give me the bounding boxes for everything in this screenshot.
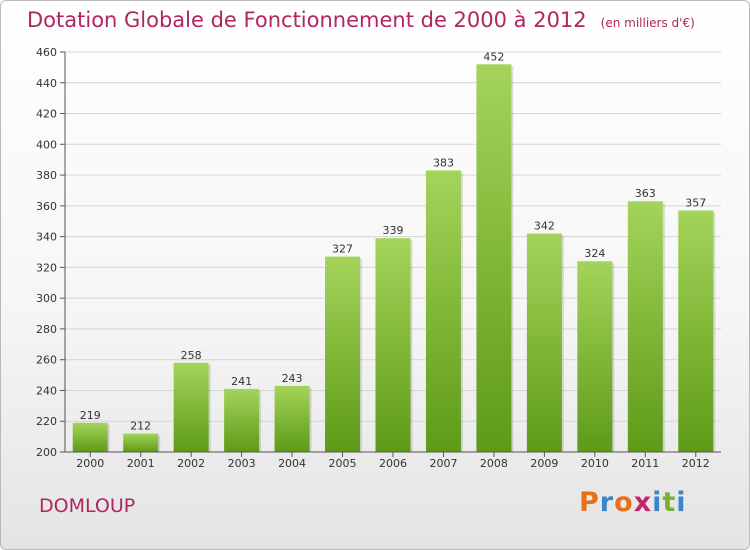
x-tick-label: 2012 bbox=[682, 457, 710, 470]
bar-value-label: 324 bbox=[584, 247, 605, 260]
x-tick-label: 2004 bbox=[278, 457, 306, 470]
bars: 219 212 258 241 243 327 339 383 452 342 324 363 357 bbox=[72, 50, 716, 453]
bar bbox=[72, 422, 108, 452]
y-tick-label: 340 bbox=[36, 231, 57, 244]
commune-name: DOMLOUP bbox=[39, 495, 136, 517]
x-tick-label: 2008 bbox=[480, 457, 508, 470]
bar-value-label: 452 bbox=[483, 50, 504, 63]
bar bbox=[425, 170, 461, 452]
logo-letter: r bbox=[599, 487, 615, 518]
x-tick-label: 2006 bbox=[379, 457, 407, 470]
logo-letter: o bbox=[614, 487, 634, 518]
bar-value-label: 212 bbox=[130, 420, 151, 433]
y-tick-label: 440 bbox=[36, 77, 57, 90]
logo-letter: i bbox=[676, 487, 687, 518]
x-tick-label: 2007 bbox=[429, 457, 457, 470]
bar bbox=[325, 256, 361, 452]
x-tick-label: 2011 bbox=[631, 457, 659, 470]
y-tick-label: 280 bbox=[36, 323, 57, 336]
x-tick-label: 2002 bbox=[177, 457, 205, 470]
bar-value-label: 357 bbox=[685, 196, 706, 209]
bar bbox=[627, 201, 663, 452]
bar bbox=[173, 362, 209, 452]
y-tick-label: 300 bbox=[36, 292, 57, 305]
x-tick-label: 2003 bbox=[228, 457, 256, 470]
y-tick-label: 220 bbox=[36, 415, 57, 428]
bar bbox=[123, 433, 159, 452]
x-tick-label: 2000 bbox=[76, 457, 104, 470]
y-tick-label: 400 bbox=[36, 138, 57, 151]
y-tick-label: 200 bbox=[36, 446, 57, 459]
y-tick-label: 380 bbox=[36, 169, 57, 182]
y-tick-label: 260 bbox=[36, 354, 57, 367]
bar bbox=[375, 238, 411, 452]
y-tick-label: 420 bbox=[36, 108, 57, 121]
bar-value-label: 219 bbox=[80, 409, 101, 422]
axes: 200 220 240 260 280 300 320 340 360 380 400 420 440 4… bbox=[36, 46, 721, 470]
bar-value-label: 342 bbox=[534, 220, 555, 233]
bar-value-label: 258 bbox=[181, 349, 202, 362]
bar bbox=[224, 388, 260, 452]
x-tick-label: 2005 bbox=[329, 457, 357, 470]
chart-title: Dotation Globale de Fonctionnement de 20… bbox=[27, 8, 587, 32]
bar-value-label: 327 bbox=[332, 243, 353, 256]
bar bbox=[274, 385, 310, 452]
logo-letter: P bbox=[579, 487, 600, 518]
x-tick-label: 2001 bbox=[127, 457, 155, 470]
y-tick-label: 240 bbox=[36, 384, 57, 397]
y-tick-label: 460 bbox=[36, 46, 57, 59]
logo-letter: t bbox=[662, 487, 677, 518]
bar-value-label: 241 bbox=[231, 375, 252, 388]
bar bbox=[678, 210, 714, 452]
bar-value-label: 383 bbox=[433, 156, 454, 169]
y-tick-label: 360 bbox=[36, 200, 57, 213]
x-tick-label: 2010 bbox=[581, 457, 609, 470]
bar-value-label: 243 bbox=[282, 372, 303, 385]
bar-value-label: 339 bbox=[383, 224, 404, 237]
chart-unit-note: (en milliers d'€) bbox=[600, 16, 695, 30]
x-tick-label: 2009 bbox=[530, 457, 558, 470]
y-tick-label: 320 bbox=[36, 261, 57, 274]
chart-title-block: Dotation Globale de Fonctionnement de 20… bbox=[27, 8, 695, 32]
logo-letter: x bbox=[633, 487, 653, 518]
bar bbox=[577, 261, 613, 452]
logo-letter: i bbox=[652, 487, 663, 518]
bar bbox=[526, 233, 562, 452]
bar-value-label: 363 bbox=[635, 187, 656, 200]
bar bbox=[476, 64, 512, 453]
proxiti-logo: Proxiti bbox=[579, 487, 687, 518]
